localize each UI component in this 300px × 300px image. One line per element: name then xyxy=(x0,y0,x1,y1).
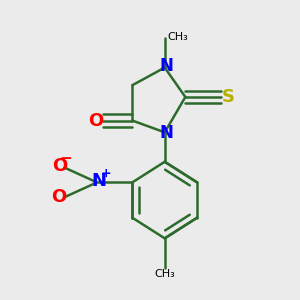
Text: N: N xyxy=(91,172,106,190)
Text: −: − xyxy=(60,151,73,166)
Text: CH₃: CH₃ xyxy=(154,269,175,279)
Text: O: O xyxy=(52,157,68,175)
Text: O: O xyxy=(88,112,103,130)
Text: +: + xyxy=(100,167,111,180)
Text: N: N xyxy=(159,124,173,142)
Text: CH₃: CH₃ xyxy=(168,32,188,42)
Text: N: N xyxy=(159,57,173,75)
Text: O: O xyxy=(51,188,66,206)
Text: S: S xyxy=(221,88,235,106)
